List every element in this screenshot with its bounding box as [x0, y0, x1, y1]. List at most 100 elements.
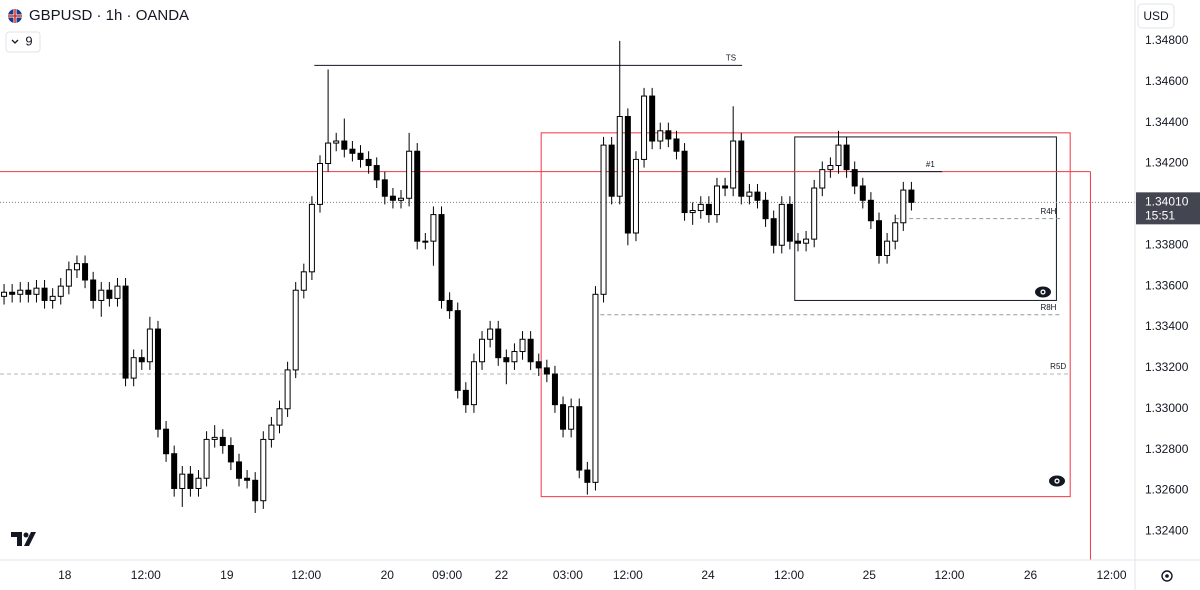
candle-body: [138, 357, 145, 363]
candle-body: [187, 473, 194, 489]
candle-body: [211, 436, 218, 440]
candle-body: [535, 361, 542, 369]
level-label: R8H: [1040, 303, 1056, 312]
candle-body: [560, 404, 567, 430]
candle-body: [260, 438, 267, 502]
candle-body: [495, 328, 502, 359]
last-price-label: 1.34010: [1145, 195, 1189, 209]
candle-body: [811, 187, 818, 240]
y-tick-label: 1.33600: [1145, 278, 1189, 292]
price-axis: [1135, 0, 1200, 560]
candle-body: [1, 291, 8, 297]
candle-body: [657, 130, 664, 142]
candle-body: [49, 295, 56, 301]
candle-body: [543, 367, 550, 375]
settings-icon[interactable]: [1161, 570, 1173, 582]
x-tick-label: 12:00: [1096, 568, 1126, 582]
x-tick-label: 12:00: [774, 568, 804, 582]
eye-icon[interactable]: [1049, 475, 1065, 487]
y-tick-label: 1.32400: [1145, 524, 1189, 538]
candle-body: [73, 263, 80, 271]
currency: USD: [1143, 9, 1169, 23]
candle-body: [900, 189, 907, 224]
candle-body: [892, 222, 899, 242]
candle-body: [438, 214, 445, 301]
candle-body: [649, 95, 656, 142]
x-tick-label: 12:00: [613, 568, 643, 582]
candle-body: [794, 240, 801, 244]
candle-body: [835, 144, 842, 167]
candle-body: [122, 285, 129, 379]
candle-body: [770, 218, 777, 246]
x-tick-label: 20: [381, 568, 395, 582]
candle-body: [843, 144, 850, 171]
y-tick-label: 1.34200: [1145, 156, 1189, 170]
y-tick-label: 1.32600: [1145, 483, 1189, 497]
candle-body: [252, 479, 259, 502]
candle-body: [414, 150, 421, 242]
level-label: #1: [926, 160, 935, 169]
candle-body: [17, 289, 24, 295]
candle-body: [624, 115, 631, 234]
candle-body: [90, 279, 97, 301]
candle-body: [398, 197, 405, 201]
candle-body: [551, 373, 558, 406]
x-tick-label: 22: [495, 568, 509, 582]
candle-body: [568, 406, 575, 430]
candle-body: [673, 138, 680, 152]
candle-body: [41, 287, 48, 301]
y-tick-label: 1.33200: [1145, 360, 1189, 374]
candle-body: [616, 115, 623, 197]
candle-body: [851, 169, 858, 187]
candle-body: [519, 338, 526, 353]
candle-body: [130, 357, 137, 379]
symbol-flag: [8, 9, 22, 23]
x-tick-label: 25: [863, 568, 877, 582]
candle-body: [146, 328, 153, 363]
tv-logo: [11, 532, 36, 546]
eye-icon[interactable]: [1035, 286, 1051, 298]
candle-body: [9, 291, 16, 295]
legend-toggle[interactable]: [5, 31, 41, 53]
candle-body: [908, 189, 915, 203]
candle-body: [884, 240, 891, 256]
candle-body: [333, 140, 340, 144]
candle-body: [875, 220, 882, 256]
y-tick-label: 1.33800: [1145, 237, 1189, 251]
candle-body: [705, 203, 712, 216]
candle-body: [317, 163, 324, 205]
candle-body: [454, 310, 461, 391]
candle-body: [325, 142, 332, 165]
y-tick-label: 1.33400: [1145, 319, 1189, 333]
candle-body: [462, 389, 469, 406]
plot-area: TS #1 R4H R8H R5D: [0, 40, 1135, 560]
candle-body: [406, 150, 413, 199]
x-tick-label: 12:00: [131, 568, 161, 582]
candle-body: [82, 263, 89, 281]
candle-body: [373, 165, 380, 181]
candle-body: [349, 148, 356, 154]
candle-body: [25, 289, 32, 295]
candle-body: [479, 338, 486, 363]
candle-body: [503, 357, 510, 363]
candle-body: [292, 289, 299, 371]
candle-body: [778, 203, 785, 246]
candle-body: [803, 238, 810, 244]
x-tick-label: 12:00: [291, 568, 321, 582]
candle-body: [681, 150, 688, 214]
candle-body: [819, 169, 826, 189]
y-tick-label: 1.34800: [1145, 33, 1189, 47]
candle-body: [527, 338, 534, 363]
x-tick-label: 26: [1024, 568, 1038, 582]
candle-body: [171, 453, 178, 489]
candle-body: [511, 351, 518, 363]
countdown: 15:51: [1145, 209, 1175, 223]
candle-body: [608, 144, 615, 197]
candle-body: [57, 285, 64, 297]
candle-body: [98, 289, 105, 301]
currency-button[interactable]: [1137, 3, 1175, 29]
candle-body: [381, 179, 388, 197]
candle-body: [203, 438, 210, 479]
candle-body: [341, 140, 348, 150]
